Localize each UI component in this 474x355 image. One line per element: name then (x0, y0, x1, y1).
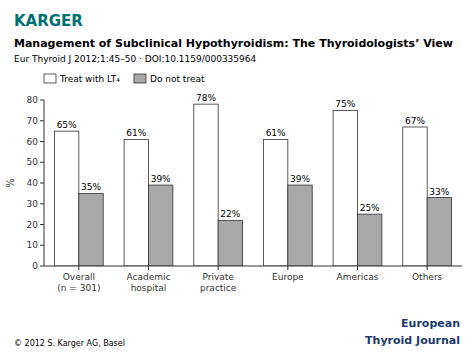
x-tick (148, 266, 149, 270)
x-tick (218, 266, 219, 270)
x-tick-label-line: Europe (272, 272, 304, 282)
y-tick (40, 245, 44, 246)
bar (124, 139, 148, 266)
x-tick-label: Overall(n = 301) (57, 272, 100, 293)
legend-item: Treat with LT₄ (44, 74, 120, 84)
data-label: 39% (151, 174, 171, 184)
y-tick-label: 20 (27, 220, 39, 230)
x-tick (78, 266, 79, 270)
x-tick (427, 266, 428, 270)
x-tick (357, 266, 358, 270)
bar (427, 198, 451, 266)
x-tick-label-line: Overall (63, 272, 95, 282)
bar (79, 193, 103, 266)
x-tick-label-line: Academic (127, 272, 171, 282)
y-tick-label: 40 (27, 178, 39, 188)
y-tick (40, 224, 44, 225)
x-tick-label-line: practice (200, 283, 237, 293)
x-tick-label: Americas (337, 272, 379, 282)
bar (333, 110, 357, 266)
y-axis-label: % (5, 178, 16, 188)
data-label: 61% (266, 128, 286, 138)
y-tick (40, 266, 44, 267)
x-tick (287, 266, 288, 270)
x-tick-label-line: hospital (131, 283, 167, 293)
bar (218, 220, 242, 266)
bar (263, 139, 287, 266)
legend-swatch (44, 74, 56, 83)
x-axis (44, 266, 462, 267)
title: Management of Subclinical Hypothyroidism… (14, 37, 453, 50)
x-tick-label-line: Others (412, 272, 443, 282)
y-tick-label: 50 (27, 157, 39, 167)
data-label: 39% (290, 174, 310, 184)
bar (194, 104, 218, 266)
subtitle: Eur Thyroid J 2012;1:45–50 · DOI:10.1159… (14, 54, 257, 64)
legend-label: Treat with LT₄ (59, 74, 120, 84)
y-tick (40, 203, 44, 204)
legend: Treat with LT₄ Do not treat (44, 74, 205, 84)
data-label: 65% (57, 120, 77, 130)
data-label: 25% (360, 203, 380, 213)
x-tick-label: Others (412, 272, 443, 282)
data-label: 35% (81, 182, 101, 192)
data-label: 33% (429, 187, 449, 197)
y-tick (40, 162, 44, 163)
bars (54, 104, 451, 266)
y-tick-label: 60 (27, 137, 39, 147)
data-label: 67% (405, 116, 425, 126)
y-tick (40, 183, 44, 184)
chart: KARGER © 2012 S. Karger AG, Basel European… (0, 0, 474, 355)
x-tick-label-line: (n = 301) (57, 283, 100, 293)
legend-swatch (134, 74, 146, 83)
bar (403, 127, 427, 266)
x-tick-label: Europe (272, 272, 304, 282)
bar (358, 214, 382, 266)
bar (54, 131, 78, 266)
bar (288, 185, 312, 266)
y-tick-label: 0 (32, 261, 38, 271)
legend-item: Do not treat (134, 74, 205, 84)
y-tick (40, 141, 44, 142)
y-tick-label: 80 (27, 95, 39, 105)
annotation: © 2012 S. Karger AG, Basel (14, 339, 125, 348)
x-tick-label: Academichospital (127, 272, 171, 293)
data-label: 22% (220, 209, 240, 219)
data-label: 78% (196, 93, 216, 103)
y-tick-label: 10 (27, 240, 39, 250)
data-labels: 65% 61% 78% 61% 75% 67% 35% 39% 22% 39% 25% 33% (57, 93, 450, 219)
annotation: European (401, 317, 460, 330)
data-label: 75% (335, 99, 355, 109)
y-tick-label: 70 (27, 116, 39, 126)
annotation: KARGER (14, 12, 83, 30)
legend-label: Do not treat (150, 74, 205, 84)
x-tick-label-line: Americas (337, 272, 379, 282)
bar (149, 185, 173, 266)
data-label: 61% (126, 128, 146, 138)
annotation: Thyroid Journal (365, 334, 460, 347)
x-tick-label-line: Private (202, 272, 234, 282)
y-tick (40, 100, 44, 101)
y-tick-label: 30 (27, 199, 39, 209)
x-tick-label: Privatepractice (200, 272, 237, 293)
y-tick (40, 120, 44, 121)
